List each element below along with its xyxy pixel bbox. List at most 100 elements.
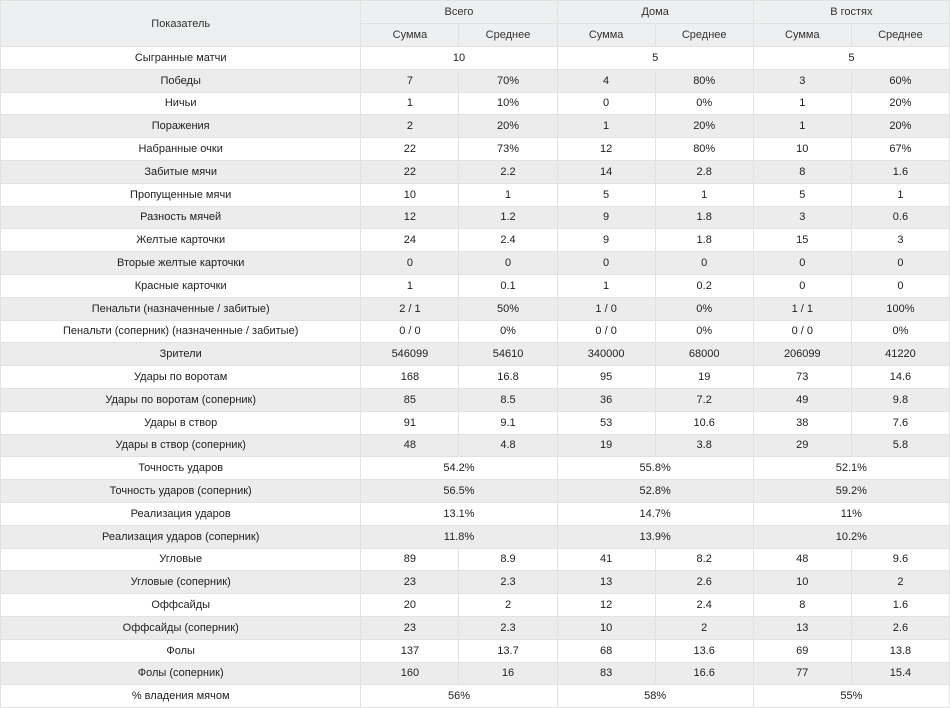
sum-cell: 546099	[360, 342, 460, 367]
table-row: Победы 7 70% 4 80% 3 60%	[0, 68, 950, 93]
avg-cell: 20%	[850, 91, 950, 116]
sum-cell: 13	[752, 615, 852, 640]
avg-cell: 0.2	[654, 273, 754, 298]
sum-cell: 22	[360, 137, 460, 161]
avg-cell: 13.8	[850, 638, 950, 663]
metric-column-header: Показатель	[0, 0, 362, 47]
sum-cell: 77	[752, 661, 852, 686]
avg-cell: 2.4	[654, 593, 754, 617]
row-label: % владения мячом	[0, 684, 362, 708]
row-label: Удары по воротам (соперник)	[0, 387, 362, 412]
merged-cell: 52.8%	[556, 479, 754, 503]
sum-cell: 36	[556, 387, 656, 412]
sum-cell: 3	[752, 68, 852, 93]
sum-cell: 4	[556, 68, 656, 93]
avg-cell: 1.8	[654, 205, 754, 230]
sum-cell: 1 / 1	[752, 296, 852, 321]
sum-cell: 23	[360, 570, 460, 595]
avg-cell: 70%	[458, 68, 558, 93]
table-row: Точность ударов (соперник) 56.5% 52.8% 59.2…	[0, 479, 950, 503]
sum-cell: 73	[752, 365, 852, 389]
sum-cell: 95	[556, 365, 656, 389]
avg-cell: 16.6	[654, 661, 754, 686]
sum-cell: 15	[752, 228, 852, 253]
sum-cell: 5	[752, 182, 852, 207]
merged-cell: 56.5%	[360, 479, 558, 503]
row-label: Желтые карточки	[0, 228, 362, 253]
avg-cell: 0	[458, 251, 558, 275]
row-label: Пропущенные мячи	[0, 182, 362, 207]
avg-cell: 20%	[654, 114, 754, 139]
merged-cell: 13.9%	[556, 524, 754, 549]
avg-cell: 0	[654, 251, 754, 275]
table-row: Зрители 546099 54610 340000 68000 206099 41220	[0, 342, 950, 367]
row-label: Угловые	[0, 547, 362, 572]
avg-cell: 9.6	[850, 547, 950, 572]
avg-cell: 100%	[850, 296, 950, 321]
table-row: Красные карточки 1 0.1 1 0.2 0 0	[0, 273, 950, 298]
sum-cell: 9	[556, 228, 656, 253]
sum-cell: 0	[556, 251, 656, 275]
avg-cell: 20%	[850, 114, 950, 139]
table-row: Удары в створ 91 9.1 53 10.6 38 7.6	[0, 410, 950, 435]
row-label: Точность ударов	[0, 456, 362, 481]
sum-cell: 68	[556, 638, 656, 663]
row-label: Удары в створ (соперник)	[0, 433, 362, 458]
avg-cell: 13.6	[654, 638, 754, 663]
sum-cell: 14	[556, 159, 656, 184]
sum-cell: 0 / 0	[556, 319, 656, 344]
row-label: Точность ударов (соперник)	[0, 479, 362, 503]
avg-cell: 1	[654, 182, 754, 207]
row-label: Оффсайды (соперник)	[0, 615, 362, 640]
avg-cell: 14.6	[850, 365, 950, 389]
table-row: Удары по воротам (соперник) 85 8.5 36 7.2 49 9…	[0, 387, 950, 412]
row-label: Фолы (соперник)	[0, 661, 362, 686]
table-row: Точность ударов 54.2% 55.8% 52.1%	[0, 456, 950, 481]
sum-cell: 20	[360, 593, 460, 617]
merged-cell: 54.2%	[360, 456, 558, 481]
group-header-total: Всего	[360, 0, 558, 24]
avg-cell: 67%	[850, 137, 950, 161]
row-label: Поражения	[0, 114, 362, 139]
merged-cell: 56%	[360, 684, 558, 708]
merged-cell: 11%	[752, 501, 950, 526]
avg-cell: 15.4	[850, 661, 950, 686]
avg-cell: 9.1	[458, 410, 558, 435]
row-label: Оффсайды	[0, 593, 362, 617]
merged-cell: 59.2%	[752, 479, 950, 503]
avg-cell: 16.8	[458, 365, 558, 389]
sum-cell: 38	[752, 410, 852, 435]
sum-cell: 24	[360, 228, 460, 253]
sum-cell: 83	[556, 661, 656, 686]
row-label: Пенальти (назначенные / забитые)	[0, 296, 362, 321]
avg-cell: 0%	[850, 319, 950, 344]
sum-cell: 29	[752, 433, 852, 458]
sum-cell: 0	[556, 91, 656, 116]
row-label: Угловые (соперник)	[0, 570, 362, 595]
avg-cell: 10%	[458, 91, 558, 116]
table-row: Желтые карточки 24 2.4 9 1.8 15 3	[0, 228, 950, 253]
sum-cell: 10	[556, 615, 656, 640]
avg-cell: 0	[850, 251, 950, 275]
avg-cell: 2.6	[654, 570, 754, 595]
avg-header: Среднее	[458, 23, 558, 47]
avg-header: Среднее	[850, 23, 950, 47]
avg-cell: 13.7	[458, 638, 558, 663]
table-row: Реализация ударов (соперник) 11.8% 13.9% 10…	[0, 524, 950, 549]
merged-cell: 55%	[752, 684, 950, 708]
group-header-away: В гостях	[752, 0, 950, 24]
table-row: Оффсайды (соперник) 23 2.3 10 2 13 2.6	[0, 615, 950, 640]
avg-cell: 41220	[850, 342, 950, 367]
sum-cell: 91	[360, 410, 460, 435]
table-row: Угловые (соперник) 23 2.3 13 2.6 10 2	[0, 570, 950, 595]
merged-cell: 11.8%	[360, 524, 558, 549]
sum-cell: 1	[360, 91, 460, 116]
avg-cell: 73%	[458, 137, 558, 161]
row-label: Пенальти (соперник) (назначенные / забит…	[0, 319, 362, 344]
avg-cell: 1	[850, 182, 950, 207]
table-row: Вторые желтые карточки 0 0 0 0 0 0	[0, 251, 950, 275]
row-label: Удары по воротам	[0, 365, 362, 389]
avg-cell: 2	[850, 570, 950, 595]
sum-header: Сумма	[752, 23, 852, 47]
sum-cell: 48	[360, 433, 460, 458]
